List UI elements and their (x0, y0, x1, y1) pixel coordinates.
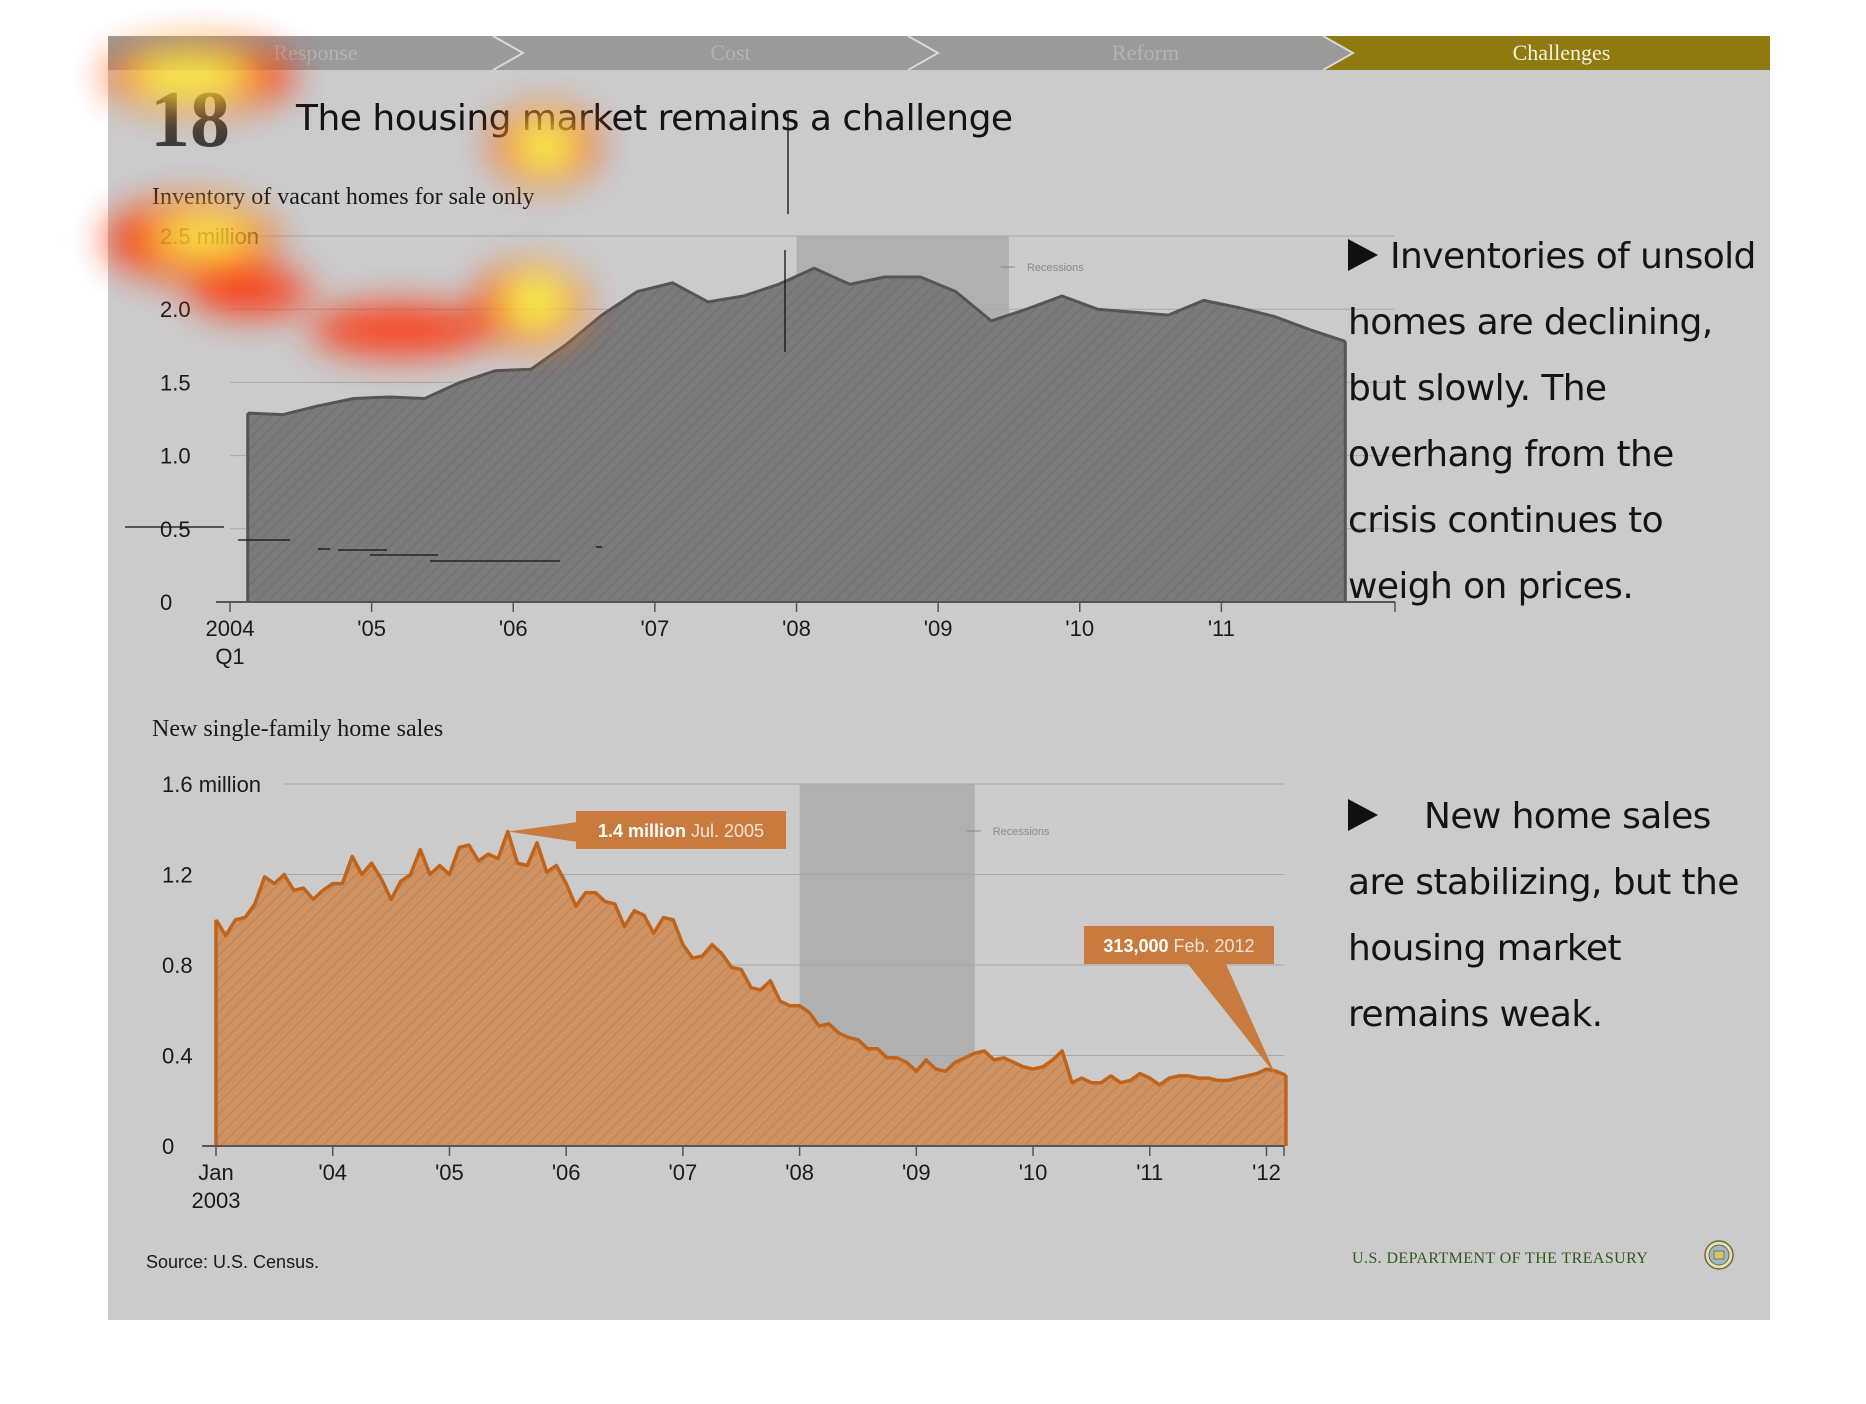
x-tick-label: '12 (1252, 1160, 1281, 1185)
series-area (247, 268, 1346, 602)
nav-tab-challenges[interactable]: Challenges (1512, 40, 1611, 65)
x-tick-label: '08 (785, 1160, 814, 1185)
annotation-value: 313,000 (1103, 936, 1173, 956)
bullet-home-sales-text: New home sales are stabilizing, but the … (1348, 796, 1739, 1035)
chart-2-title: New single-family home sales (152, 716, 444, 742)
y-tick-label: 0 (160, 590, 172, 615)
annotation-callout: 1.4 million Jul. 2005 (507, 811, 786, 849)
bullet-inventories: Inventories of unsold homes are declinin… (1348, 224, 1758, 620)
x-tick-label: '10 (1019, 1160, 1048, 1185)
x-tick-label: '11 (1208, 616, 1235, 641)
annotation-pointer (1188, 964, 1276, 1076)
recession-legend-label: Recessions (1027, 262, 1084, 274)
y-tick-label: 0.5 (160, 517, 191, 542)
bullet-triangle-icon (1348, 799, 1378, 831)
x-tick-label: '07 (669, 1160, 698, 1185)
series-line (214, 829, 1287, 1087)
y-tick-label: 0.8 (162, 953, 193, 978)
x-tick-label: '06 (499, 616, 528, 641)
source-note: Source: U.S. Census. (146, 1252, 320, 1272)
annotation-date: Jul. 2005 (691, 821, 764, 841)
x-tick-label: '08 (782, 616, 811, 641)
series-line (247, 266, 1346, 417)
x-tick-label: '10 (1065, 616, 1094, 641)
y-tick-label: 0 (162, 1134, 174, 1159)
treasury-wordmark: U.S. DEPARTMENT OF THE TREASURY (1352, 1250, 1649, 1267)
nav-tab-cost[interactable]: Cost (710, 40, 751, 65)
annotation-date: Feb. 2012 (1174, 936, 1255, 956)
annotation-pointer (507, 822, 578, 842)
recession-legend: Recessions (966, 826, 1050, 838)
x-tick-label: 2004 (206, 616, 255, 641)
x-tick-label: '05 (357, 616, 386, 641)
slide-title: The housing market remains a challenge (296, 98, 1013, 139)
y-tick-label: 1.0 (160, 444, 191, 469)
nav-tab-reform[interactable]: Reform (1111, 40, 1180, 65)
bullet-inventories-text: Inventories of unsold homes are declinin… (1348, 236, 1756, 607)
y-tick-label: 1.5 (160, 370, 191, 395)
y-tick-label: 1.6 million (162, 772, 261, 797)
recession-legend: Recessions (1000, 262, 1084, 274)
nav-tab-shape (908, 36, 1353, 70)
nav-shapes (108, 36, 1770, 70)
slide: Response Cost Reform Challenges 18 The h… (108, 36, 1770, 1320)
x-tick-label: '11 (1136, 1160, 1163, 1185)
x-tick-label: '09 (924, 616, 953, 641)
y-tick-label: 2.0 (160, 297, 191, 322)
x-tick-label: '07 (641, 616, 670, 641)
annotation-text: 313,000 Feb. 2012 (1103, 936, 1254, 956)
nav-tab-shape (493, 36, 938, 70)
annotation-text: 1.4 million Jul. 2005 (598, 821, 764, 841)
y-tick-label: 1.2 (162, 863, 193, 888)
home-sales-area-chart: Recessions 0 0.4 0.8 1.2 1.6 million Jan 2003 '0… (162, 772, 1288, 1213)
x-tick-label: '04 (318, 1160, 347, 1185)
recession-legend-label: Recessions (993, 826, 1050, 838)
x-tick-sublabel: Q1 (215, 644, 244, 669)
treasury-seal-icon (1704, 1240, 1734, 1270)
annotation-box (1084, 926, 1274, 964)
annotation-value: 1.4 million (598, 821, 691, 841)
x-tick-label: '09 (902, 1160, 931, 1185)
bullet-home-sales: New home sales are stabilizing, but the … (1348, 784, 1758, 1048)
bullet-triangle-icon (1348, 239, 1378, 271)
x-tick-label: '05 (435, 1160, 464, 1185)
nav-separator (1322, 36, 1356, 70)
x-tick-sublabel: 2003 (192, 1188, 241, 1213)
x-tick-label: '06 (552, 1160, 581, 1185)
annotation-box (576, 811, 786, 849)
nav-separator (907, 36, 941, 70)
section-nav (108, 36, 1770, 70)
annotation-callout: 313,000 Feb. 2012 (1084, 926, 1276, 1076)
y-tick-label: 0.4 (162, 1044, 193, 1069)
nav-tab-shape (1323, 36, 1770, 70)
nav-separator (492, 36, 526, 70)
x-tick-label: Jan (198, 1160, 233, 1185)
